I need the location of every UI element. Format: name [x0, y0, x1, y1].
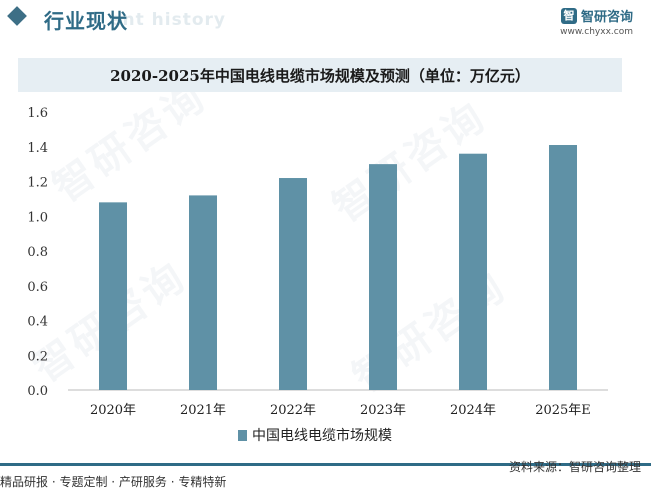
y-tick-label: 0.0 [27, 384, 48, 399]
y-tick-label: 1.4 [27, 141, 48, 156]
bar [549, 145, 577, 390]
brand-logo-icon: 智 [560, 7, 577, 24]
chart-title: 2020-2025年中国电线电缆市场规模及预测（单位：万亿元） [110, 66, 530, 85]
y-tick-label: 0.4 [27, 315, 48, 330]
y-tick-label: 1.6 [27, 106, 48, 121]
legend-label: 中国电线电缆市场规模 [252, 427, 392, 444]
bar [99, 202, 127, 390]
y-tick-label: 1.0 [27, 210, 48, 225]
bar [189, 195, 217, 390]
x-tick-label: 2024年 [450, 403, 496, 418]
x-tick-label: 2021年 [180, 403, 226, 418]
x-tick-label: 2023年 [360, 403, 406, 418]
x-tick-label: 2020年 [90, 403, 136, 418]
y-tick-label: 0.2 [27, 349, 48, 364]
x-tick-label: 2025年E [535, 403, 591, 418]
header-ghost-text: ent history [110, 10, 226, 30]
bar [459, 153, 487, 390]
brand-url: www.chyxx.com [560, 27, 633, 37]
brand-name: 智研咨询 [580, 10, 633, 25]
footer-source: 资料来源：智研咨询整理 [508, 460, 641, 474]
y-tick-label: 1.2 [27, 176, 48, 191]
chart-title-bar: 2020-2025年中国电线电缆市场规模及预测（单位：万亿元） [18, 58, 622, 92]
y-tick-label: 0.6 [27, 280, 48, 295]
section-header: ent history 行业现状 [0, 0, 651, 40]
y-tick-label: 0.8 [27, 245, 48, 260]
footer-tagline: 精品研报 · 专题定制 · 产研服务 · 专精特新 [0, 475, 227, 489]
legend-swatch [238, 430, 247, 441]
x-tick-label: 2022年 [270, 403, 316, 418]
bar [369, 164, 397, 390]
brand: 智 智研咨询 www.chyxx.com [560, 6, 633, 37]
bar [279, 178, 307, 390]
section-title: 行业现状 [44, 9, 128, 33]
footer-divider [0, 463, 651, 466]
